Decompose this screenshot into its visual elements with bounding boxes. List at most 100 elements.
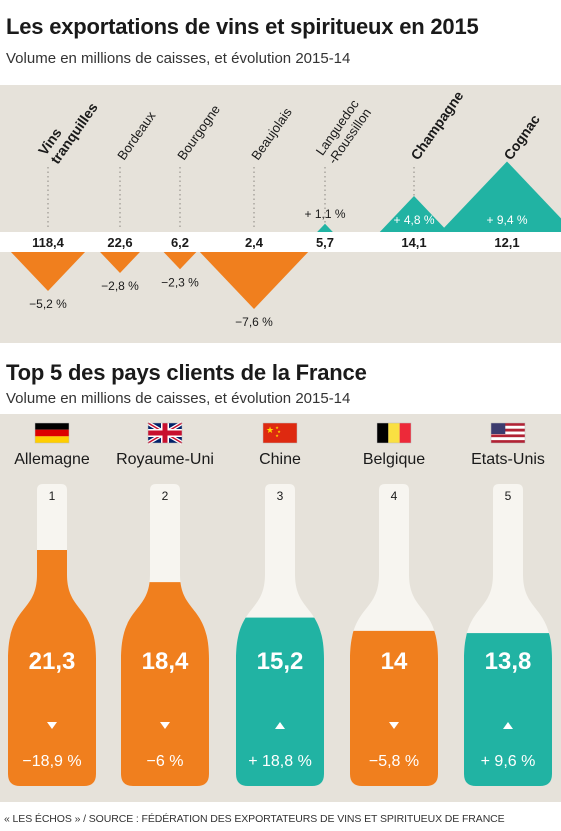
decline-triangle-bourgogne	[163, 252, 197, 270]
flag-stripe	[491, 428, 525, 432]
growth-triangle-languedoc-roussillon	[317, 223, 333, 232]
flag-border	[147, 422, 183, 444]
change-label-belgique: −5,8 %	[369, 753, 419, 770]
change-label-beaujolais: −7,6 %	[235, 315, 273, 329]
value-label-allemagne: 21,3	[29, 648, 76, 675]
country-allemagne: Allemagne 1 21,3 −18,9 %	[8, 422, 96, 786]
up-arrow-icon	[503, 722, 513, 729]
up-arrow-icon	[275, 722, 285, 729]
country-label-allemagne: Allemagne	[14, 451, 90, 468]
category-label-cognac: Cognac	[500, 111, 543, 162]
growth-triangle-cognac	[440, 161, 561, 232]
value-label-bordeaux: 22,6	[107, 235, 132, 250]
flag-stripe	[491, 437, 525, 441]
germany-flag-icon	[34, 422, 70, 444]
value-label-bourgogne: 6,2	[171, 235, 189, 250]
value-label-cognac: 12,1	[494, 235, 519, 250]
value-label-belgique: 14	[381, 648, 408, 675]
countries-chart-panel: Allemagne 1 21,3 −18,9 % Royaume-Uni 2 18,4 −6 …	[0, 414, 561, 802]
change-label-bordeaux: −2,8 %	[101, 279, 139, 293]
value-label-chine: 15,2	[257, 648, 304, 675]
flag-star: ★	[266, 425, 274, 435]
country-royaume-uni: Royaume-Uni 2 18,4 −6 %	[116, 421, 214, 786]
china-flag-icon: ★ ★★★	[262, 422, 298, 444]
flag-star: ★	[275, 425, 279, 430]
rank-label-belgique: 4	[391, 489, 398, 503]
change-label-bourgogne: −2,3 %	[161, 275, 199, 289]
rank-label-chine: 3	[277, 489, 284, 503]
country-label-etats-unis: Etats-Unis	[471, 451, 545, 468]
change-label-champagne: + 4,8 %	[393, 213, 434, 227]
exports-chart: Vinstranquilles 118,4 −5,2 % Bordeaux 22,6 −2…	[0, 88, 561, 329]
flag-stripe	[491, 423, 525, 426]
decline-triangle-beaujolais	[199, 252, 309, 309]
belgium-flag-icon	[376, 422, 412, 444]
rank-label-allemagne: 1	[49, 489, 56, 503]
flag-border	[490, 422, 526, 444]
flag-star: ★	[277, 429, 281, 434]
category-label-vins-tranquilles: Vinstranquilles	[35, 91, 101, 167]
change-label-vins-tranquilles: −5,2 %	[29, 297, 67, 311]
flag-canton	[491, 423, 506, 434]
bottle-fill-royaume-uni	[121, 582, 209, 786]
chart-subtitle-exports: Volume en millions de caisses, et évolut…	[6, 50, 351, 67]
flag-field	[263, 423, 297, 443]
change-label-etats-unis: + 9,6 %	[481, 753, 536, 770]
flag-stripe	[35, 429, 69, 437]
chart-subtitle-countries: Volume en millions de caisses, et évolut…	[6, 390, 351, 407]
flag-border	[376, 422, 412, 444]
country-etats-unis: Etats-Unis 5 13,8 + 9,6 %	[464, 422, 552, 786]
category-label-bourgogne: Bourgogne	[174, 102, 223, 163]
value-label-etats-unis: 13,8	[485, 648, 532, 675]
value-label-vins-tranquilles: 118,4	[32, 235, 65, 250]
country-label-chine: Chine	[259, 451, 301, 468]
flag-stripe	[491, 431, 525, 435]
flag-stripe	[388, 423, 400, 443]
flag-stripe	[377, 423, 389, 443]
flag-stripe	[491, 440, 525, 443]
category-label-languedoc-roussillon: Languedoc-Roussillon	[313, 96, 375, 166]
source-footer: « LES ÉCHOS » / SOURCE : FÉDÉRATION DES …	[4, 813, 505, 825]
flag-star: ★	[275, 433, 279, 438]
value-label-beaujolais: 2,4	[245, 235, 264, 250]
growth-triangle-champagne	[379, 196, 449, 232]
bottle-fill-etats-unis	[464, 633, 552, 786]
chart-title-exports: Les exportations de vins et spiritueux e…	[6, 14, 479, 39]
flag-stripe	[491, 425, 525, 429]
category-label-beaujolais: Beaujolais	[248, 105, 295, 163]
rank-label-royaume-uni: 2	[162, 489, 169, 503]
change-label-chine: + 18,8 %	[248, 753, 312, 770]
country-label-royaume-uni: Royaume-Uni	[116, 451, 214, 468]
flag-stripe	[399, 423, 411, 443]
countries-chart: Allemagne 1 21,3 −18,9 % Royaume-Uni 2 18,4 −6 …	[8, 421, 552, 786]
value-label-languedoc-roussillon: 5,7	[316, 235, 334, 250]
flag-cross-red	[148, 430, 182, 436]
value-label-champagne: 14,1	[401, 235, 426, 250]
value-band	[0, 232, 561, 252]
chart-title-countries: Top 5 des pays clients de la France	[6, 360, 367, 385]
usa-flag-icon	[490, 422, 526, 444]
flag-stripe	[35, 436, 69, 443]
rank-label-etats-unis: 5	[505, 489, 512, 503]
change-label-allemagne: −18,9 %	[22, 753, 81, 770]
exports-chart-panel: Vinstranquilles 118,4 −5,2 % Bordeaux 22,6 −2…	[0, 85, 561, 343]
decline-triangle-bordeaux	[100, 252, 140, 273]
country-label-belgique: Belgique	[363, 451, 425, 468]
down-arrow-icon	[389, 722, 399, 729]
flag-border	[34, 422, 70, 444]
bottle-fill-chine	[236, 617, 324, 786]
flag-stripe	[35, 423, 69, 430]
decline-triangle-vins-tranquilles	[10, 252, 86, 291]
flag-stripe	[491, 434, 525, 438]
value-label-royaume-uni: 18,4	[142, 648, 189, 675]
change-label-royaume-uni: −6 %	[147, 753, 184, 770]
country-belgique: Belgique 4 14 −5,8 %	[350, 422, 438, 786]
flag-border	[262, 422, 298, 444]
down-arrow-icon	[47, 722, 57, 729]
change-label-cognac: + 9,4 %	[486, 213, 527, 227]
category-label-champagne: Champagne	[407, 88, 466, 163]
category-label-bordeaux: Bordeaux	[114, 108, 158, 163]
down-arrow-icon	[160, 722, 170, 729]
change-label-languedoc-roussillon: + 1,1 %	[304, 207, 345, 221]
